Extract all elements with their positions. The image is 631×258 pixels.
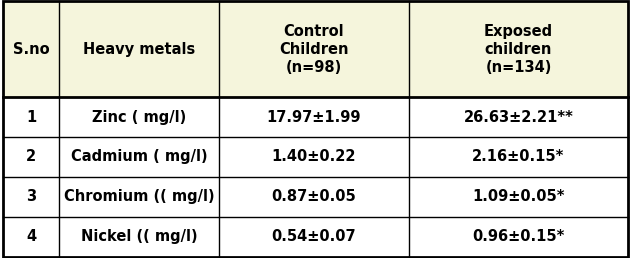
Text: S.no: S.no <box>13 42 50 57</box>
Text: 1.40±0.22: 1.40±0.22 <box>272 149 356 164</box>
Bar <box>3 1 628 97</box>
Text: 0.96±0.15*: 0.96±0.15* <box>473 229 565 244</box>
Text: Exposed
children
(n=134): Exposed children (n=134) <box>484 24 553 75</box>
Text: Control
Children
(n=98): Control Children (n=98) <box>279 24 349 75</box>
Text: 2: 2 <box>27 149 37 164</box>
Text: 0.54±0.07: 0.54±0.07 <box>271 229 357 244</box>
Text: 17.97±1.99: 17.97±1.99 <box>267 110 361 125</box>
Text: 0.87±0.05: 0.87±0.05 <box>271 189 357 204</box>
Bar <box>3 97 628 257</box>
Text: 26.63±2.21**: 26.63±2.21** <box>464 110 574 125</box>
Text: Nickel (( mg/l): Nickel (( mg/l) <box>81 229 198 244</box>
Text: 2.16±0.15*: 2.16±0.15* <box>473 149 565 164</box>
Text: 3: 3 <box>27 189 37 204</box>
Text: Zinc ( mg/l): Zinc ( mg/l) <box>92 110 186 125</box>
Text: Cadmium ( mg/l): Cadmium ( mg/l) <box>71 149 208 164</box>
Text: Chromium (( mg/l): Chromium (( mg/l) <box>64 189 215 204</box>
Text: 4: 4 <box>27 229 37 244</box>
Text: 1: 1 <box>26 110 37 125</box>
Text: 1.09±0.05*: 1.09±0.05* <box>472 189 565 204</box>
Text: Heavy metals: Heavy metals <box>83 42 195 57</box>
